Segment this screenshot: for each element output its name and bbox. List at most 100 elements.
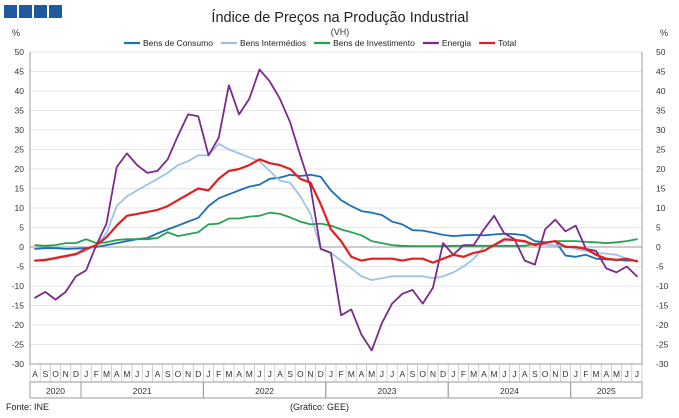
month-label: J (635, 369, 639, 379)
month-label: J (257, 369, 261, 379)
month-label: M (103, 369, 110, 379)
month-label: M (348, 369, 355, 379)
y-tick-label-right: 15 (656, 184, 666, 194)
month-label: M (613, 369, 620, 379)
month-label: O (419, 369, 426, 379)
month-label: J (84, 369, 88, 379)
month-label: J (268, 369, 272, 379)
month-label: A (277, 369, 283, 379)
y-tick-label-right: -15 (656, 301, 669, 311)
legend-label: Bens Intermédios (240, 38, 306, 48)
month-label: O (542, 369, 549, 379)
month-label: N (185, 369, 191, 379)
y-tick-label-right: 5 (656, 223, 661, 233)
month-label: J (502, 369, 506, 379)
month-label: F (461, 369, 466, 379)
month-label: D (195, 369, 201, 379)
chart-credit: (Gráfico: GEE) (290, 402, 349, 412)
month-label: D (318, 369, 324, 379)
series-line-total (33, 158, 639, 264)
month-label: S (42, 369, 48, 379)
y-tick-label-left: -10 (12, 281, 25, 291)
y-tick-label-left: 10 (15, 203, 25, 213)
month-label: J (512, 369, 516, 379)
month-label: J (380, 369, 384, 379)
y-tick-label-left: 50 (15, 47, 25, 57)
series-line-bens-intermedios (34, 142, 638, 282)
year-label: 2022 (255, 386, 274, 396)
month-label: O (175, 369, 182, 379)
month-label: N (63, 369, 69, 379)
month-label: M (246, 369, 253, 379)
y-unit-right: % (660, 28, 668, 38)
y-tick-label-right: 35 (656, 106, 666, 116)
month-label: J (625, 369, 629, 379)
y-tick-label-left: -30 (12, 359, 25, 369)
y-tick-label-right: 45 (656, 67, 666, 77)
series-lines (33, 68, 639, 352)
month-label: A (399, 369, 405, 379)
y-tick-label-left: 30 (15, 125, 25, 135)
year-label: 2024 (500, 386, 519, 396)
y-tick-label-right: 30 (656, 125, 666, 135)
y-tick-label-right: 10 (656, 203, 666, 213)
month-label: O (52, 369, 59, 379)
month-label: A (603, 369, 609, 379)
y-axis-left: -30 -25 -20 -15 -10 -5 0 5 10 15 20 25 30 35 40 45 50 (12, 47, 25, 369)
month-label: M (123, 369, 130, 379)
month-label: F (94, 369, 99, 379)
y-tick-label-right: -30 (656, 359, 669, 369)
source-note: Fonte: INE (6, 402, 49, 412)
y-tick-label-left: 20 (15, 164, 25, 174)
month-label: F (338, 369, 343, 379)
y-axis-right: -30 -25 -20 -15 -10 -5 0 5 10 15 20 25 30 35 40 45 50 (656, 47, 669, 369)
month-label: D (73, 369, 79, 379)
logo-square (4, 5, 17, 18)
y-tick-label-left: 40 (15, 86, 25, 96)
month-label: J (145, 369, 149, 379)
y-unit-left: % (12, 28, 20, 38)
y-tick-label-right: -20 (656, 320, 669, 330)
month-label: O (297, 369, 304, 379)
y-tick-label-left: -5 (16, 262, 24, 272)
y-tick-label-left: 5 (19, 223, 24, 233)
month-label: D (440, 369, 446, 379)
month-label: M (470, 369, 477, 379)
y-tick-label-right: -10 (656, 281, 669, 291)
series-line-energia (34, 68, 638, 352)
gee-logo (4, 5, 62, 18)
legend-label: Total (498, 38, 516, 48)
month-label: M (491, 369, 498, 379)
month-label: M (593, 369, 600, 379)
month-label: J (206, 369, 210, 379)
month-label: N (307, 369, 313, 379)
y-tick-label-right: 25 (656, 145, 666, 155)
month-label: A (236, 369, 242, 379)
month-label: A (522, 369, 528, 379)
y-tick-label-left: 45 (15, 67, 25, 77)
y-tick-label-right: 20 (656, 164, 666, 174)
month-label: F (216, 369, 221, 379)
chart-title: Índice de Preços na Produção Industrial (211, 9, 468, 26)
y-tick-label-right: 40 (656, 86, 666, 96)
grid (29, 51, 643, 365)
month-label: J (574, 369, 578, 379)
legend-label: Bens de Consumo (143, 38, 213, 48)
logo-square (19, 5, 32, 18)
y-tick-label-left: -25 (12, 340, 25, 350)
y-tick-label-left: 0 (19, 242, 24, 252)
month-label: S (287, 369, 293, 379)
chart-subtitle: (VH) (331, 27, 350, 37)
y-tick-label-right: -25 (656, 340, 669, 350)
y-tick-label-left: 35 (15, 106, 25, 116)
month-label: A (481, 369, 487, 379)
month-label: A (32, 369, 38, 379)
month-label: J (451, 369, 455, 379)
month-label: J (135, 369, 139, 379)
year-label: 2021 (133, 386, 152, 396)
month-label: J (390, 369, 394, 379)
y-tick-label-right: 50 (656, 47, 666, 57)
year-label: 2020 (46, 386, 65, 396)
month-label: S (532, 369, 538, 379)
